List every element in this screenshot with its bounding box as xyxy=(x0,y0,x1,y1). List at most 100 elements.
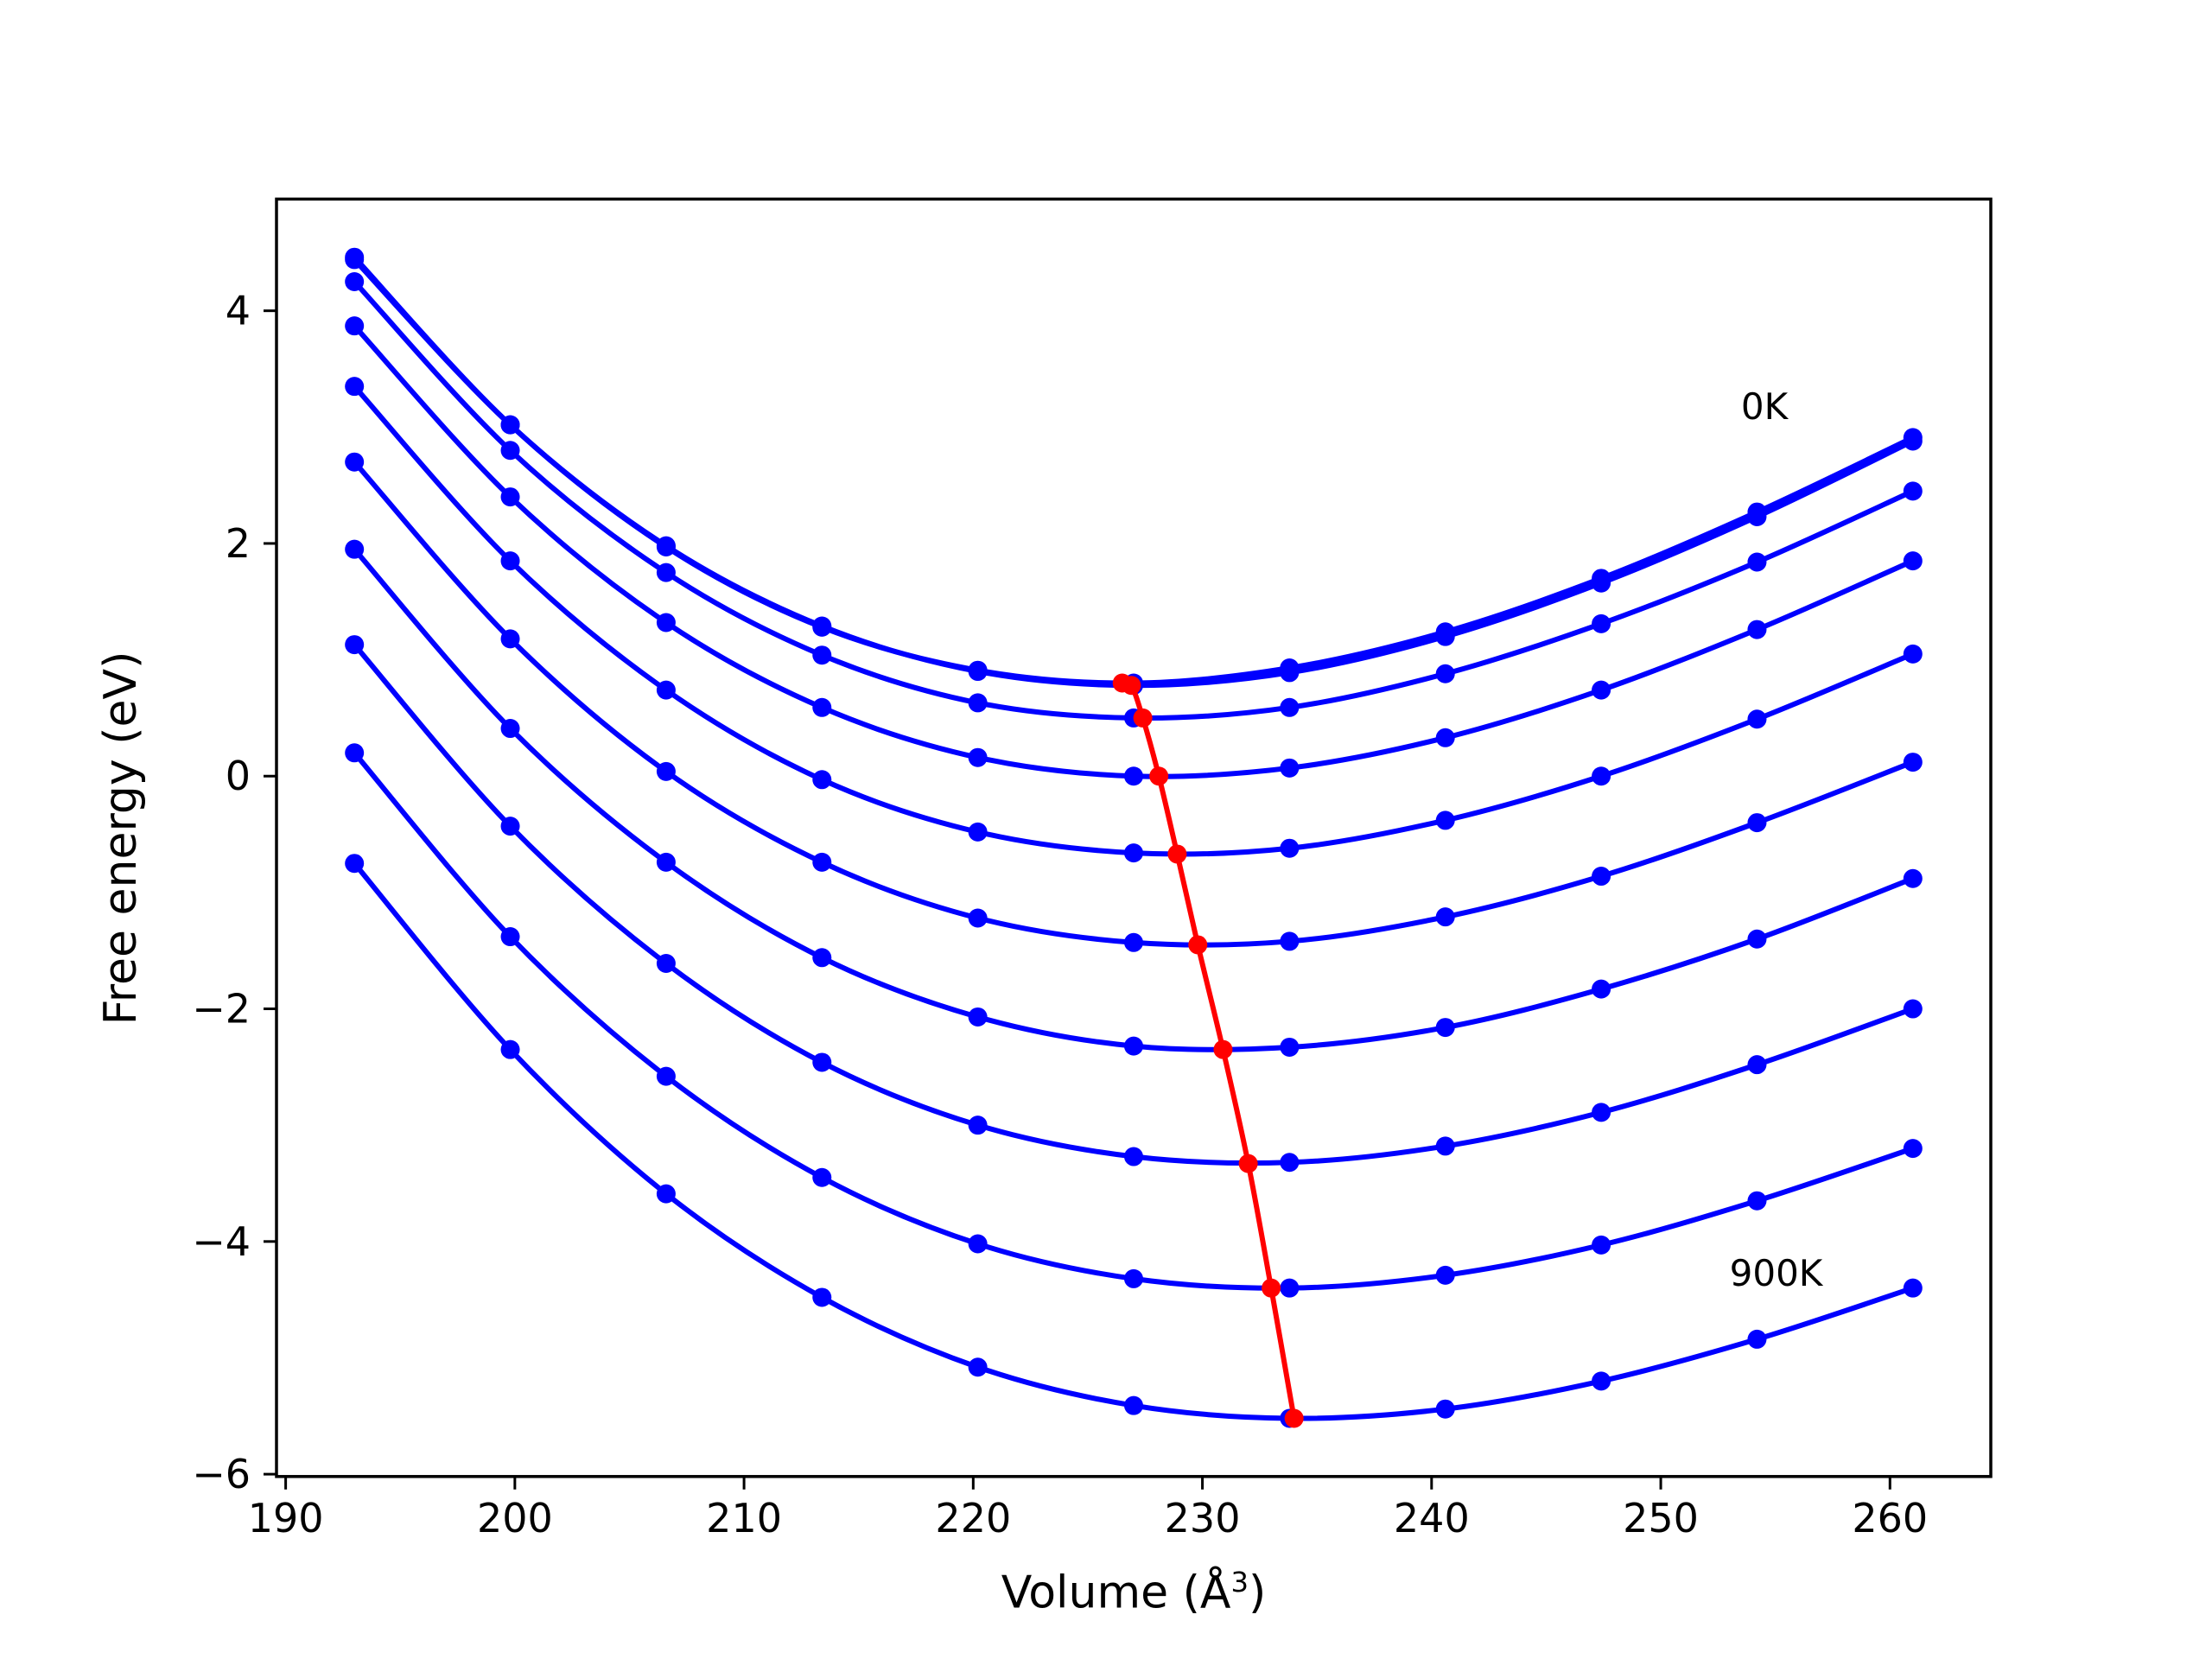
data-point xyxy=(1592,613,1611,633)
curve-800K xyxy=(345,743,1923,1298)
data-point xyxy=(656,613,676,632)
data-point xyxy=(1435,1399,1455,1419)
y-tick-label: −6 xyxy=(192,1451,251,1497)
data-point xyxy=(1280,697,1300,717)
data-point xyxy=(1747,813,1767,833)
data-point xyxy=(1592,1103,1611,1122)
data-point xyxy=(1747,1055,1767,1075)
data-point xyxy=(1903,431,1923,451)
x-axis-ticks: 190 200 210 220 230 240 250 260 xyxy=(248,1476,1928,1541)
data-point xyxy=(1435,728,1455,747)
data-point xyxy=(1280,663,1300,683)
data-point xyxy=(656,1066,676,1086)
data-point xyxy=(1592,573,1611,593)
y-axis-ticks: −6 −4 −2 0 2 4 xyxy=(192,288,276,1497)
data-point xyxy=(968,1116,988,1135)
data-point xyxy=(500,551,520,571)
data-point xyxy=(1280,931,1300,951)
data-point xyxy=(1280,1278,1300,1298)
data-point xyxy=(812,645,832,665)
data-point xyxy=(812,852,832,872)
data-point xyxy=(1280,758,1300,778)
data-point xyxy=(656,1184,676,1204)
data-point xyxy=(1435,1018,1455,1038)
data-point xyxy=(1592,680,1611,700)
data-point xyxy=(1592,766,1611,786)
data-point xyxy=(500,1039,520,1059)
data-point xyxy=(345,377,365,397)
data-point xyxy=(345,250,365,270)
data-point xyxy=(1435,810,1455,830)
data-point xyxy=(1903,1278,1923,1298)
data-point xyxy=(345,743,365,763)
data-point xyxy=(345,635,365,655)
data-point xyxy=(1903,481,1923,501)
curve-400K xyxy=(345,377,1923,863)
data-point xyxy=(1124,932,1143,952)
data-point xyxy=(345,854,365,874)
data-point xyxy=(1592,867,1611,887)
equilibrium-point xyxy=(1167,844,1187,864)
y-tick-label: −2 xyxy=(192,986,251,1033)
y-tick-label: 2 xyxy=(226,520,251,567)
data-point xyxy=(968,1234,988,1254)
x-axis-label-superscript: 3 xyxy=(1230,1566,1249,1599)
data-point xyxy=(345,452,365,472)
data-point xyxy=(968,747,988,767)
equilibrium-point xyxy=(1262,1278,1281,1298)
x-axis-label-text: Volume (Å xyxy=(1001,1567,1231,1619)
data-point xyxy=(1903,551,1923,571)
annotation-900K: 900K xyxy=(1730,1252,1824,1294)
equilibrium-point xyxy=(1238,1154,1258,1173)
curve-500K xyxy=(345,452,1923,952)
y-tick-label: 0 xyxy=(226,753,251,799)
data-point xyxy=(1124,1147,1143,1166)
data-point xyxy=(1124,1268,1143,1288)
equilibrium-point xyxy=(1188,935,1208,955)
data-point xyxy=(1747,1191,1767,1211)
x-tick-label: 260 xyxy=(1852,1495,1928,1541)
data-point xyxy=(656,761,676,781)
x-axis-label-close: ) xyxy=(1249,1567,1267,1619)
data-point xyxy=(1280,1037,1300,1057)
data-point xyxy=(1592,1371,1611,1391)
data-point xyxy=(500,719,520,739)
data-point xyxy=(656,563,676,582)
y-axis-label: Free energy (eV) xyxy=(95,651,147,1026)
data-point xyxy=(1435,907,1455,927)
data-point xyxy=(345,316,365,336)
curve-700K xyxy=(345,635,1923,1173)
data-point xyxy=(1435,626,1455,646)
curve-600K xyxy=(345,539,1923,1057)
x-tick-label: 240 xyxy=(1394,1495,1470,1541)
data-point xyxy=(656,680,676,700)
x-tick-label: 190 xyxy=(248,1495,324,1541)
data-point xyxy=(1747,929,1767,949)
y-tick-label: −4 xyxy=(192,1218,251,1265)
data-point xyxy=(656,536,676,556)
data-point xyxy=(1124,1036,1143,1056)
curve-300K xyxy=(345,316,1923,786)
curve-200K xyxy=(345,271,1923,728)
data-point xyxy=(812,1287,832,1307)
y-tick-label: 4 xyxy=(226,288,251,334)
equilibrium-point xyxy=(1122,676,1141,696)
x-tick-label: 220 xyxy=(935,1495,1011,1541)
data-point xyxy=(812,948,832,968)
equilibrium-point xyxy=(1213,1039,1233,1059)
data-point xyxy=(1592,979,1611,999)
data-point xyxy=(1903,868,1923,888)
data-point xyxy=(1435,1136,1455,1156)
data-point xyxy=(1903,999,1923,1019)
data-point xyxy=(812,1052,832,1072)
equilibrium-point xyxy=(1284,1408,1304,1428)
data-point xyxy=(968,1007,988,1027)
data-point xyxy=(1592,1235,1611,1255)
data-point xyxy=(1435,1265,1455,1285)
data-point xyxy=(968,693,988,713)
x-tick-label: 230 xyxy=(1165,1495,1241,1541)
data-point xyxy=(968,662,988,682)
data-point xyxy=(500,487,520,507)
x-tick-label: 210 xyxy=(706,1495,782,1541)
